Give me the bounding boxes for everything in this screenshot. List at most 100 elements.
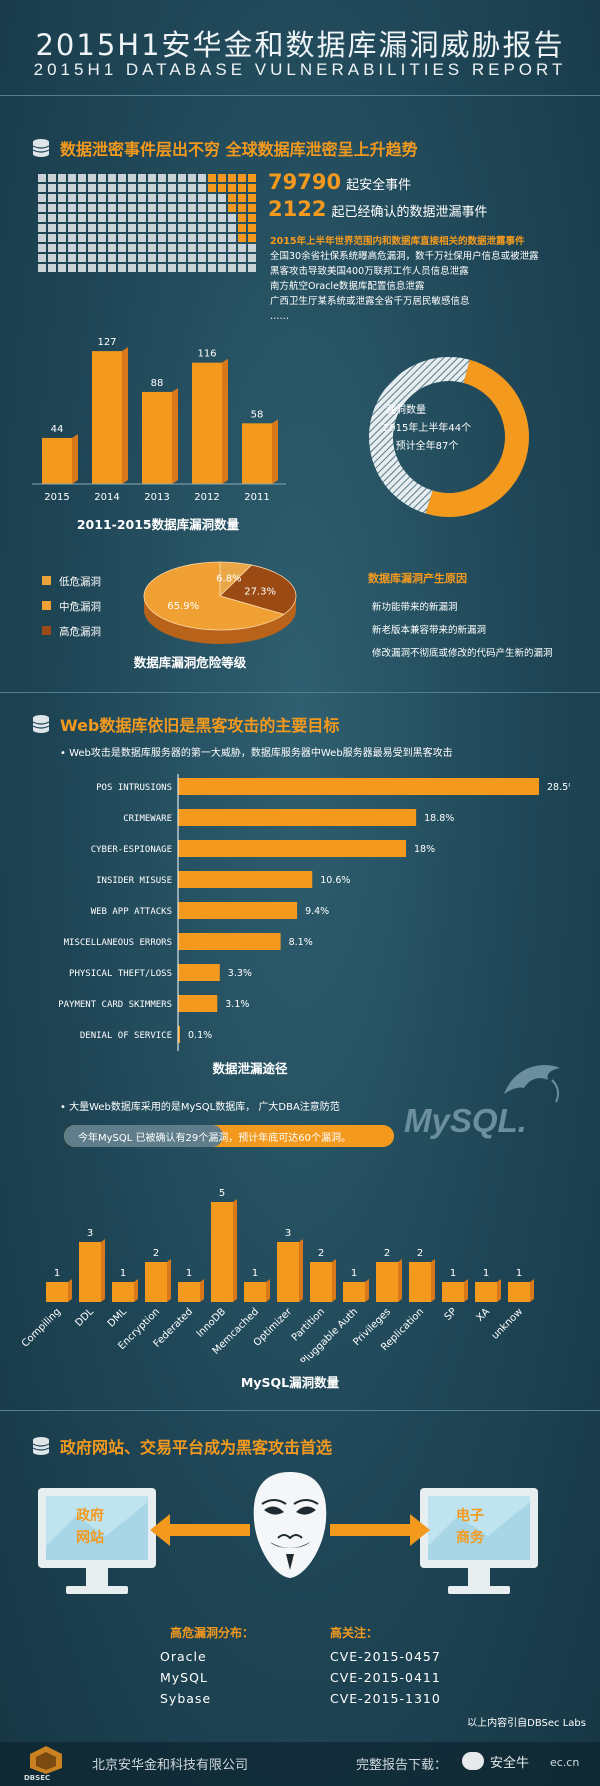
grid-cell [228, 224, 236, 232]
year-bar [242, 423, 272, 484]
year-tick-label: 2011 [244, 492, 269, 503]
grid-cell [188, 184, 196, 192]
grid-cell [178, 194, 186, 202]
web-attack-bullet: • Web攻击是数据库服务器的第一大威胁，数据库服务器中Web服务器最易受到黑客… [60, 748, 453, 759]
grid-cell [108, 184, 116, 192]
grid-cell [48, 194, 56, 202]
grid-cell [198, 214, 206, 222]
donut-center-line1: 2015年上半年44个 [382, 423, 472, 434]
leak-path-value: 10.6% [320, 875, 350, 886]
grid-cell [218, 264, 226, 272]
grid-cell [198, 204, 206, 212]
risk-legend-swatch [42, 576, 51, 585]
grid-cell [98, 234, 106, 242]
grid-cell [38, 234, 46, 242]
risk-pie-label: 27.3% [244, 587, 276, 598]
grid-cell [38, 264, 46, 272]
mysql-chart-title: MySQL漏洞数量 [240, 1375, 340, 1390]
grid-cell [128, 194, 136, 202]
hacker-mask-icon [253, 1472, 327, 1578]
mysql-bar-side [233, 1199, 237, 1302]
grid-cell [188, 224, 196, 232]
leak-path-value: 18% [414, 844, 435, 855]
grid-cell [118, 224, 126, 232]
cve-list: CVE-2015-0457 CVE-2015-0411 CVE-2015-1310 [330, 1646, 441, 1709]
leak-path-bar [178, 778, 539, 795]
grid-cell [108, 214, 116, 222]
grid-cell [108, 264, 116, 272]
grid-cell [48, 224, 56, 232]
cve-item: CVE-2015-0457 [330, 1649, 441, 1664]
grid-cell [168, 194, 176, 202]
page-subtitle: 2015H1 DATABASE VULNERABILITIES REPORT [33, 60, 567, 79]
grid-cell [88, 244, 96, 252]
year-bar-value: 88 [151, 378, 164, 389]
grid-cell [128, 264, 136, 272]
grid-cell [78, 234, 86, 242]
grid-cell [248, 204, 256, 212]
grid-cell [128, 184, 136, 192]
leak-path-value: 8.1% [289, 937, 313, 948]
grid-cell [178, 224, 186, 232]
grid-cell [148, 224, 156, 232]
mysql-bar-value: 1 [351, 1268, 357, 1279]
risk-legend-label: 低危漏洞 [59, 576, 101, 588]
risk-legend-item: 低危漏洞 [42, 570, 101, 595]
dbsec-logo-icon [30, 1746, 62, 1774]
grid-cell [248, 224, 256, 232]
footer-download: 完整报告下载： [356, 1758, 448, 1773]
grid-cell [138, 234, 146, 242]
grid-cell [218, 244, 226, 252]
donut-center-title: 漏洞数量 [386, 405, 426, 416]
grid-cell [48, 174, 56, 182]
grid-cell [88, 194, 96, 202]
mysql-bar-side [200, 1279, 204, 1302]
database-icon [32, 139, 50, 157]
grid-cell [98, 204, 106, 212]
mysql-bar-chart: 1Compiling3DDL1DML2Encryption1Federated5… [20, 1188, 534, 1362]
grid-cell [98, 264, 106, 272]
mysql-bar-value: 2 [153, 1248, 159, 1259]
ecommerce-screen-line2: 商务 [456, 1530, 484, 1546]
page-title: 2015H1安华金和数据库漏洞威胁报告 [35, 28, 565, 62]
events-list: 全国30余省社保系统曝高危漏洞，数千万社保用户信息或被泄露 黑客攻击导致美国400… [270, 249, 590, 324]
mysql-bar-side [464, 1279, 468, 1302]
grid-cell [88, 264, 96, 272]
mysql-bar-value: 5 [219, 1188, 225, 1199]
mysql-bar-value: 1 [516, 1268, 522, 1279]
grid-cell [118, 264, 126, 272]
grid-cell [118, 234, 126, 242]
grid-cell [148, 174, 156, 182]
risk-legend-swatch [42, 626, 51, 635]
grid-cell [128, 204, 136, 212]
mysql-bar-side [530, 1279, 534, 1302]
mysql-bar-value: 3 [285, 1228, 291, 1239]
grid-cell [58, 224, 66, 232]
mysql-bar-value: 1 [252, 1268, 258, 1279]
leak-path-bar [178, 995, 218, 1012]
grid-cell [248, 264, 256, 272]
mysql-bar [343, 1282, 365, 1302]
grid-cell [228, 234, 236, 242]
leak-path-bar [178, 809, 417, 826]
mysql-bar [112, 1282, 134, 1302]
grid-cell [238, 224, 246, 232]
grid-cell [58, 204, 66, 212]
footer-url-fragment: ec.cn [550, 1756, 580, 1769]
cve-item: CVE-2015-0411 [330, 1670, 441, 1685]
leak-path-bar [178, 933, 281, 950]
reason-item: 修改漏洞不彻底或修改的代码产生新的漏洞 [372, 648, 553, 659]
grid-cell [158, 234, 166, 242]
section1-heading-text: 数据泄密事件层出不穷 全球数据库泄密呈上升趋势 [60, 140, 418, 159]
grid-cell [88, 224, 96, 232]
grid-cell [188, 174, 196, 182]
grid-cell [158, 214, 166, 222]
mysql-bar-side [299, 1239, 303, 1302]
grid-cell [168, 174, 176, 182]
grid-cell [138, 184, 146, 192]
mysql-bar-value: 1 [450, 1268, 456, 1279]
mysql-bar-side [101, 1239, 105, 1302]
grid-cell [108, 204, 116, 212]
grid-cell [48, 204, 56, 212]
donut-slice [368, 356, 470, 514]
